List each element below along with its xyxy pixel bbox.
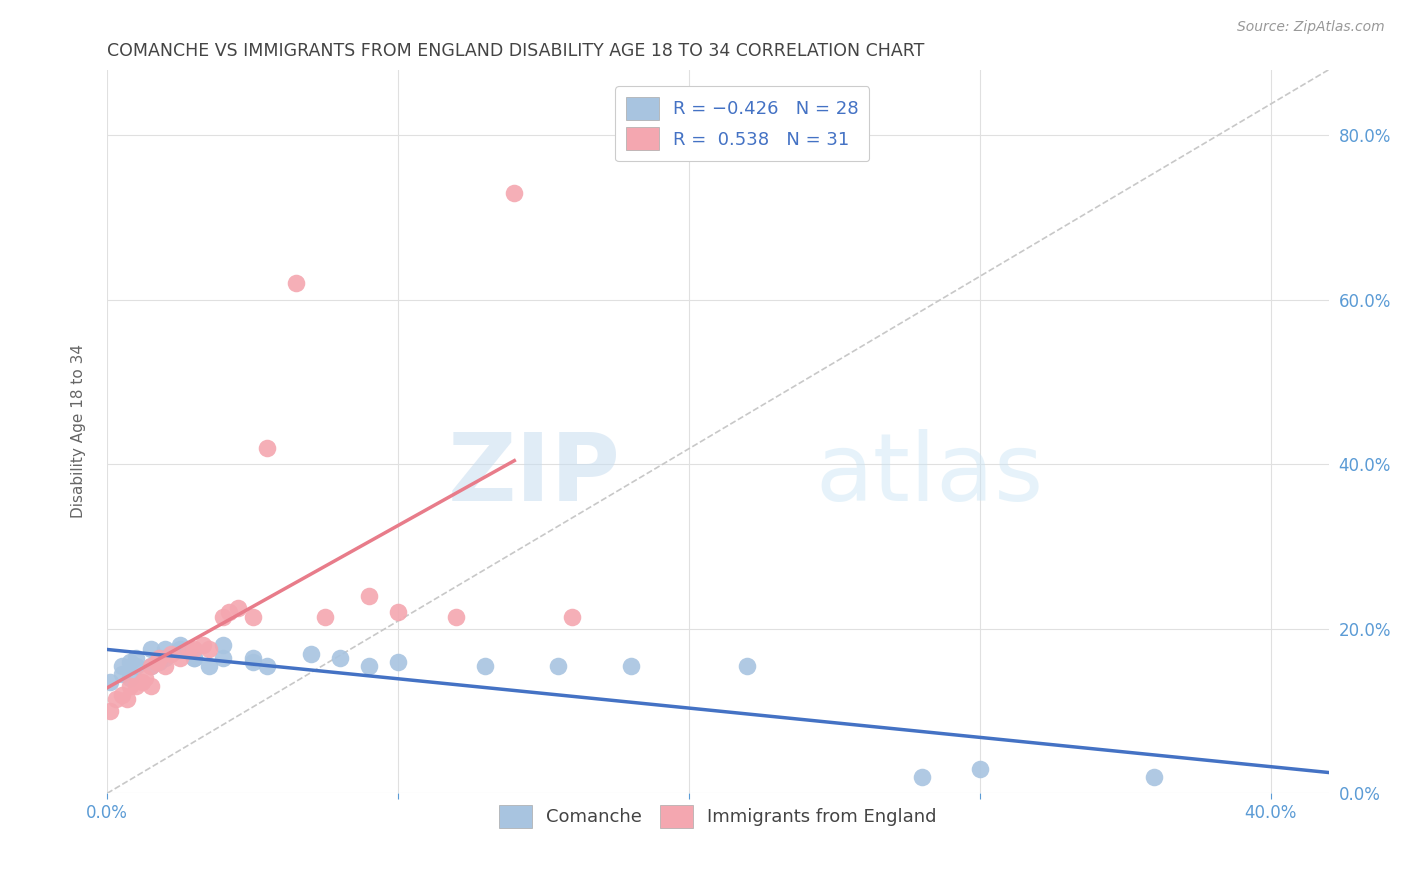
Point [125,650,148,665]
Point [139,642,162,657]
Point [120,680,142,694]
Point [198,659,221,673]
Point [212,650,235,665]
Point [561,609,583,624]
Point [620,659,643,673]
Point [120,655,142,669]
Point [104,691,127,706]
Point [910,770,932,784]
Point [169,650,191,665]
Point [139,659,162,673]
Point [177,642,200,657]
Point [299,647,322,661]
Point [226,601,249,615]
Point [110,688,132,702]
Text: ZIP: ZIP [447,429,620,521]
Point [198,642,221,657]
Point [160,647,183,661]
Point [242,650,264,665]
Point [155,650,177,665]
Point [120,671,142,685]
Point [329,650,352,665]
Point [314,609,336,624]
Point [242,609,264,624]
Point [155,642,177,657]
Point [98,675,121,690]
Point [155,659,177,673]
Text: atlas: atlas [815,429,1043,521]
Point [145,655,167,669]
Legend: Comanche, Immigrants from England: Comanche, Immigrants from England [492,797,943,835]
Point [169,638,191,652]
Point [139,659,162,673]
Point [183,650,205,665]
Point [98,704,121,718]
Point [183,642,205,657]
Point [547,659,569,673]
Point [110,667,132,681]
Point [387,655,409,669]
Point [357,659,380,673]
Point [148,655,170,669]
Point [191,638,214,652]
Point [503,186,526,200]
Point [474,659,496,673]
Point [242,655,264,669]
Text: COMANCHE VS IMMIGRANTS FROM ENGLAND DISABILITY AGE 18 TO 34 CORRELATION CHART: COMANCHE VS IMMIGRANTS FROM ENGLAND DISA… [107,42,925,60]
Point [387,606,409,620]
Point [1143,770,1166,784]
Point [131,675,153,690]
Point [148,650,170,665]
Point [110,659,132,673]
Point [444,609,467,624]
Point [134,671,156,685]
Point [256,659,278,673]
Point [183,650,205,665]
Point [285,277,308,291]
Text: Source: ZipAtlas.com: Source: ZipAtlas.com [1237,20,1385,34]
Y-axis label: Disability Age 18 to 34: Disability Age 18 to 34 [72,344,86,518]
Point [117,691,139,706]
Point [735,659,758,673]
Point [125,659,148,673]
Point [139,680,162,694]
Point [212,609,235,624]
Point [169,642,191,657]
Point [212,638,235,652]
Point [969,762,991,776]
Point [125,680,148,694]
Point [357,589,380,603]
Point [256,441,278,455]
Point [218,606,240,620]
